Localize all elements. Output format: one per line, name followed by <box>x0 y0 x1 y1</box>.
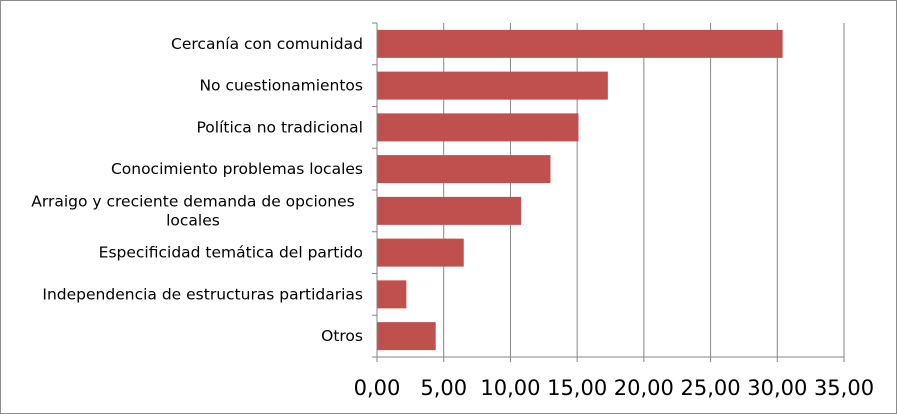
category-label-1: No cuestionamientos <box>199 77 363 95</box>
category-label-line: Especificidad temática del partido <box>99 244 363 262</box>
category-label-line: locales <box>166 211 220 229</box>
x-tick-label-7: 35,00 <box>814 376 874 400</box>
bar-0 <box>377 29 783 58</box>
axes <box>372 22 845 362</box>
x-tick-label-4: 20,00 <box>614 376 674 400</box>
x-tick-labels: 0,00 5,00 10,00 15,00 20,00 25,00 30,00 35,00 <box>354 376 874 400</box>
category-label-5: Especificidad temática del partido <box>99 244 363 262</box>
category-label-0: Cercanía con comunidad <box>171 35 363 53</box>
bar-7 <box>377 322 436 351</box>
category-label-3: Conocimiento problemas locales <box>111 160 363 178</box>
x-tick-label-5: 25,00 <box>681 376 741 400</box>
category-label-line: No cuestionamientos <box>199 77 363 95</box>
x-tick-label-3: 15,00 <box>547 376 607 400</box>
bar-3 <box>377 155 551 184</box>
category-label-2: Política no tradicional <box>197 118 364 136</box>
category-label-7: Otros <box>321 327 363 345</box>
category-label-6: Independencia de estructuras partidarias <box>42 285 363 303</box>
category-label-4: Arraigo y creciente demanda de opciones l… <box>31 192 354 229</box>
category-labels: Cercanía con comunidad No cuestionamiento… <box>31 35 363 345</box>
bar-1 <box>377 71 608 100</box>
x-tick-label-0: 0,00 <box>354 376 401 400</box>
bar-2 <box>377 113 579 142</box>
x-tick-label-6: 30,00 <box>747 376 807 400</box>
category-label-line: Arraigo y creciente demanda de opciones <box>31 192 354 210</box>
bars <box>377 29 783 351</box>
bar-6 <box>377 280 407 309</box>
bar-5 <box>377 238 464 267</box>
x-tick-label-1: 5,00 <box>420 376 467 400</box>
category-label-line: Cercanía con comunidad <box>171 35 363 53</box>
category-label-line: Independencia de estructuras partidarias <box>42 285 363 303</box>
category-label-line: Conocimiento problemas locales <box>111 160 363 178</box>
category-label-line: Política no tradicional <box>197 118 364 136</box>
category-label-line: Otros <box>321 327 363 345</box>
bar-4 <box>377 196 522 225</box>
x-tick-label-2: 10,00 <box>480 376 540 400</box>
